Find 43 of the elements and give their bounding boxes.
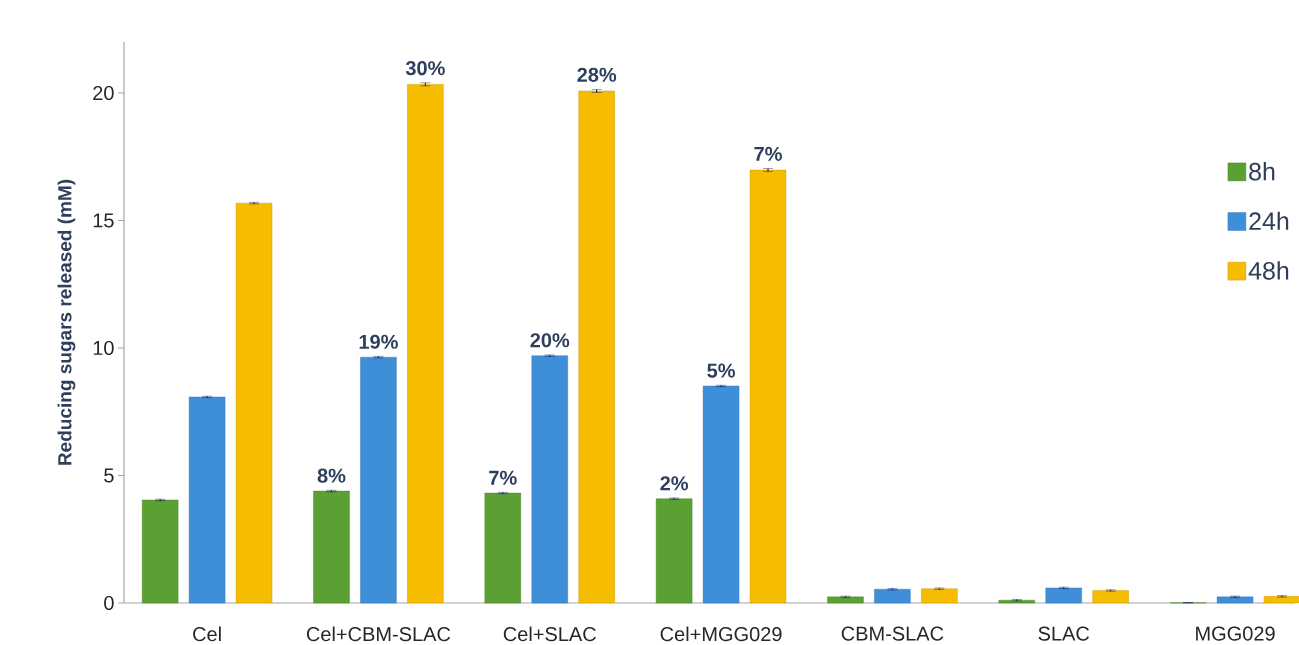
annotation: 19% — [359, 334, 398, 349]
bar — [1045, 587, 1082, 604]
x-tick-label: MGG029 — [1196, 626, 1275, 641]
bar — [749, 169, 787, 604]
bar — [1216, 596, 1254, 604]
annotation: 8% — [317, 468, 346, 483]
bar — [531, 355, 568, 604]
annotation: 5% — [707, 363, 735, 378]
x-tick-label: Cel — [193, 626, 221, 642]
bar — [141, 499, 179, 604]
x-tick-label: Cel+CBM-SLAC — [306, 626, 451, 642]
y-axis-title: Reducing sugars released (mM) — [57, 179, 76, 465]
annotation: 30% — [405, 61, 445, 76]
bar — [702, 385, 740, 604]
bar — [360, 356, 397, 604]
annotation: 28% — [577, 67, 617, 82]
bar — [1263, 596, 1299, 604]
annotation: 7% — [489, 470, 517, 485]
annotation: 2% — [660, 476, 689, 491]
bar — [874, 589, 911, 604]
annotation: 7% — [754, 146, 782, 161]
bar — [827, 596, 864, 604]
y-tick-label: 0 — [104, 595, 114, 611]
bar — [921, 588, 958, 604]
y-tick-label: 20 — [93, 85, 114, 101]
bar — [313, 490, 350, 604]
bar — [188, 396, 226, 604]
y-tick-label: 5 — [104, 468, 114, 483]
legend-label: 8h — [1249, 162, 1275, 181]
legend-label: 48h — [1248, 261, 1289, 280]
bar — [655, 498, 693, 604]
y-tick-label: 15 — [93, 213, 114, 228]
bar — [407, 84, 444, 604]
x-tick-label: Cel+SLAC — [503, 626, 596, 642]
bar — [578, 90, 615, 604]
legend-label: 24h — [1249, 211, 1289, 230]
bar — [484, 492, 521, 604]
x-tick-label: CBM-SLAC — [841, 626, 944, 641]
x-tick-label: Cel+MGG029 — [660, 626, 782, 642]
bar — [235, 202, 273, 604]
x-tick-label: SLAC — [1038, 626, 1090, 641]
y-tick-label: 10 — [93, 340, 114, 356]
annotation: 20% — [530, 333, 570, 348]
